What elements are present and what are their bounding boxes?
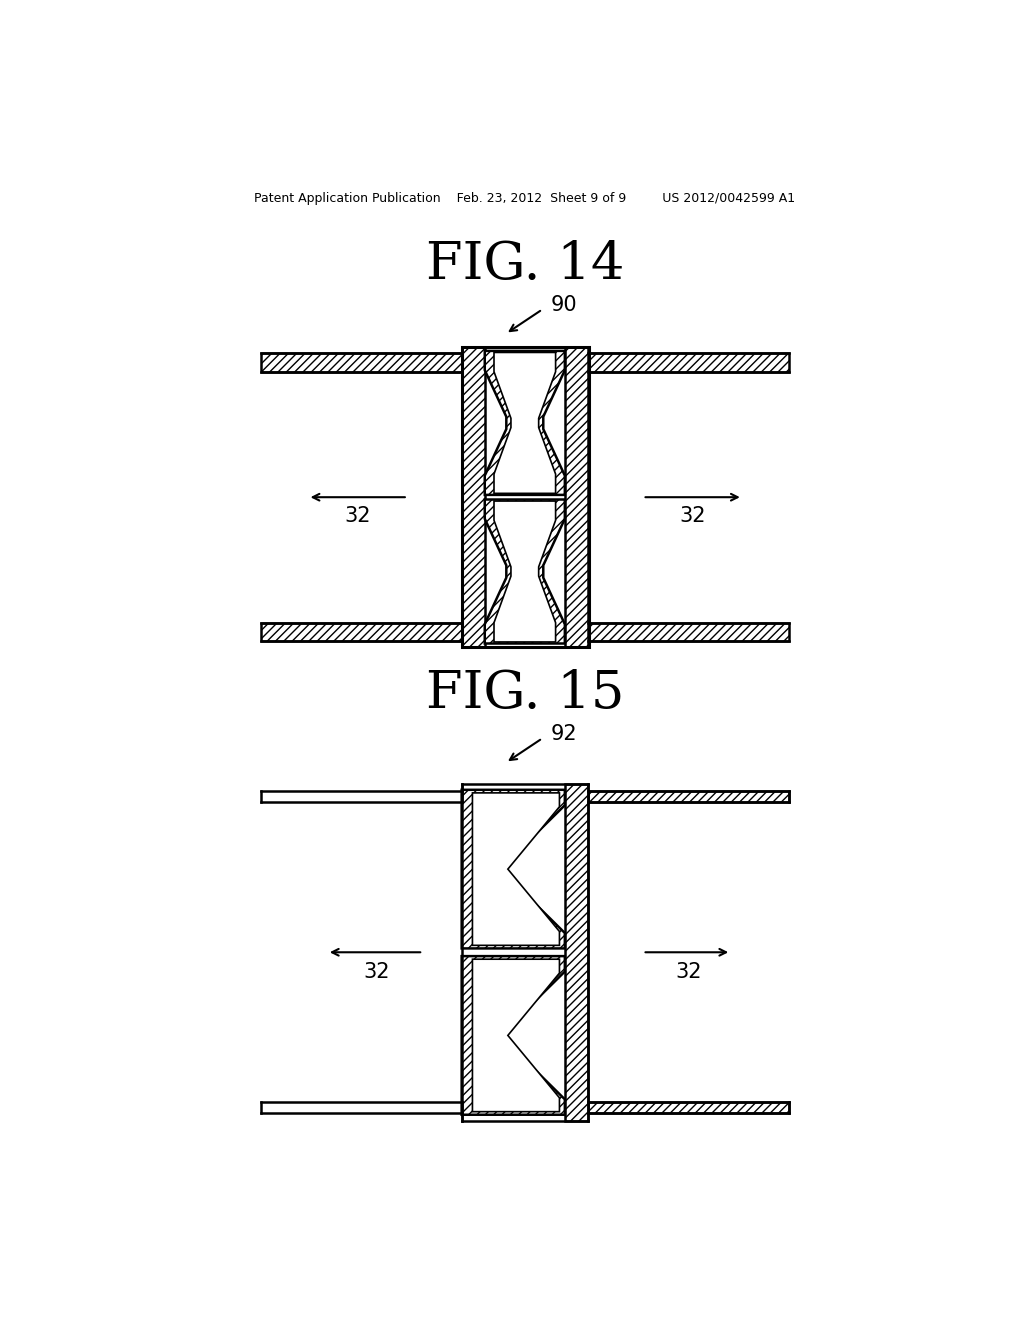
Text: 32: 32: [364, 961, 390, 982]
Bar: [588, 623, 788, 642]
Text: 32: 32: [676, 961, 702, 982]
Bar: [588, 1102, 788, 1113]
Text: Patent Application Publication    Feb. 23, 2012  Sheet 9 of 9         US 2012/00: Patent Application Publication Feb. 23, …: [254, 191, 796, 205]
Polygon shape: [472, 960, 559, 1111]
Polygon shape: [472, 793, 559, 945]
Text: 32: 32: [679, 507, 706, 527]
Polygon shape: [484, 351, 565, 495]
Text: 92: 92: [550, 723, 577, 743]
Bar: [261, 623, 462, 642]
Bar: [565, 347, 588, 647]
Bar: [462, 347, 589, 647]
Polygon shape: [484, 499, 565, 644]
Bar: [261, 354, 462, 372]
Text: FIG. 14: FIG. 14: [426, 239, 624, 290]
Text: FIG. 15: FIG. 15: [426, 668, 624, 719]
Text: 32: 32: [344, 507, 371, 527]
Text: 90: 90: [550, 294, 577, 314]
Polygon shape: [462, 789, 565, 949]
Bar: [588, 354, 788, 372]
Bar: [462, 347, 484, 647]
Polygon shape: [462, 956, 565, 1114]
Bar: [588, 792, 788, 803]
Polygon shape: [494, 502, 556, 642]
Bar: [565, 784, 588, 1121]
Polygon shape: [494, 352, 556, 494]
